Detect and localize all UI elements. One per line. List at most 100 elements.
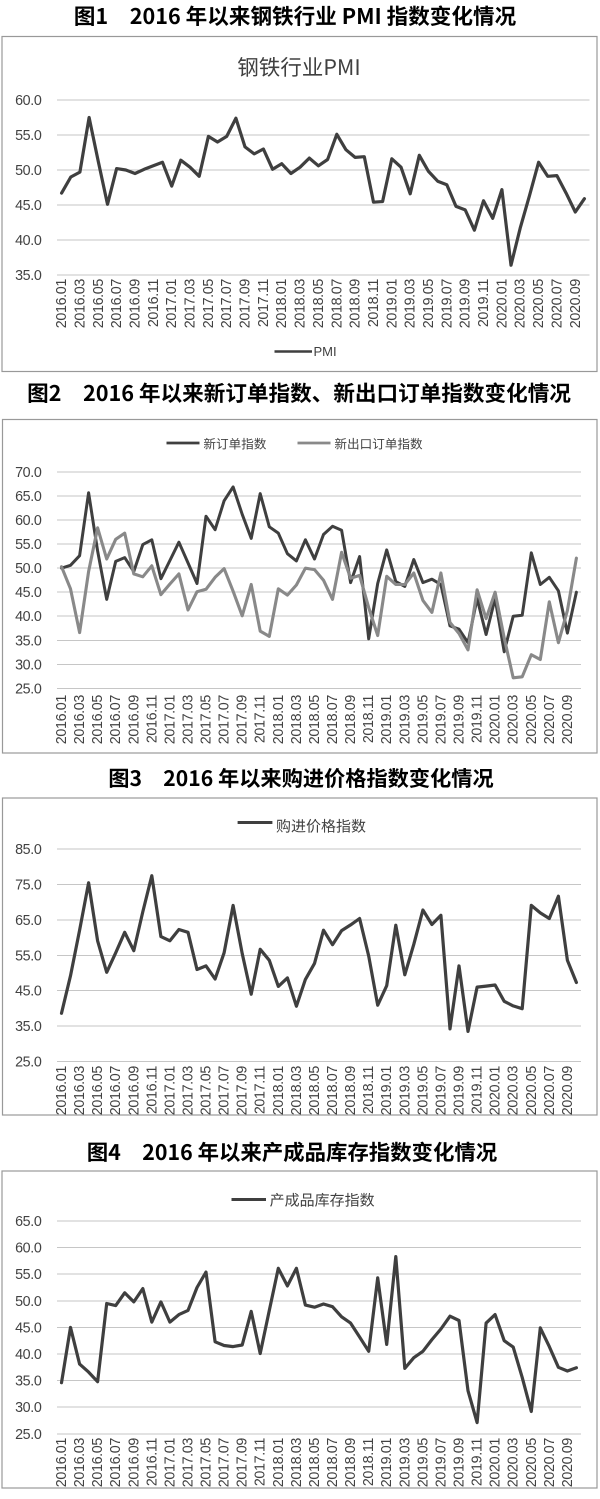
svg-text:2018.07: 2018.07: [329, 279, 345, 329]
svg-text:2016.01: 2016.01: [54, 1438, 70, 1488]
svg-text:2020.05: 2020.05: [524, 1438, 540, 1488]
svg-text:2019.11: 2019.11: [476, 279, 492, 328]
svg-text:40.0: 40.0: [15, 233, 42, 249]
svg-text:2017.11: 2017.11: [253, 1438, 269, 1487]
svg-text:2016.05: 2016.05: [90, 695, 106, 745]
svg-text:2016.11: 2016.11: [144, 695, 160, 744]
svg-text:2016.01: 2016.01: [54, 695, 70, 745]
svg-text:2019.01: 2019.01: [384, 279, 400, 329]
svg-text:2017.01: 2017.01: [162, 1066, 178, 1116]
svg-text:25.0: 25.0: [15, 681, 42, 697]
svg-text:2017.03: 2017.03: [181, 1438, 197, 1488]
svg-text:2019.09: 2019.09: [452, 695, 468, 745]
svg-text:50.0: 50.0: [15, 561, 42, 577]
svg-text:2018.09: 2018.09: [348, 279, 364, 329]
svg-text:2019.03: 2019.03: [397, 1438, 413, 1488]
svg-text:PMI: PMI: [314, 344, 337, 359]
svg-text:75.0: 75.0: [15, 878, 42, 894]
svg-text:2019.01: 2019.01: [379, 695, 395, 745]
svg-text:2017.01: 2017.01: [164, 279, 180, 329]
svg-text:2017.01: 2017.01: [162, 695, 178, 745]
svg-text:2019.07: 2019.07: [433, 695, 449, 745]
svg-text:2017.07: 2017.07: [219, 279, 235, 329]
svg-text:2020.07: 2020.07: [549, 279, 565, 329]
svg-text:85.0: 85.0: [15, 842, 42, 858]
svg-text:35.0: 35.0: [15, 1019, 42, 1035]
svg-text:2016.01: 2016.01: [54, 279, 70, 329]
svg-text:2018.03: 2018.03: [289, 1438, 305, 1488]
svg-text:2020.09: 2020.09: [560, 695, 576, 745]
svg-text:2020.09: 2020.09: [568, 279, 584, 329]
svg-text:2017.01: 2017.01: [162, 1438, 178, 1488]
svg-text:2016.07: 2016.07: [109, 279, 125, 329]
svg-text:2018.11: 2018.11: [361, 1066, 377, 1115]
svg-text:2020.07: 2020.07: [542, 1066, 558, 1116]
svg-text:2017.05: 2017.05: [199, 695, 215, 745]
svg-text:50.0: 50.0: [15, 163, 42, 179]
svg-text:2016.11: 2016.11: [146, 279, 162, 328]
svg-text:2016.09: 2016.09: [126, 695, 142, 745]
svg-text:70.0: 70.0: [15, 465, 42, 481]
svg-text:2020.03: 2020.03: [506, 1066, 522, 1116]
svg-text:2016.01: 2016.01: [54, 1066, 70, 1116]
svg-text:55.0: 55.0: [15, 948, 42, 964]
svg-text:65.0: 65.0: [15, 1214, 42, 1230]
svg-text:2018.05: 2018.05: [307, 695, 323, 745]
svg-text:2020.01: 2020.01: [494, 279, 510, 329]
svg-text:55.0: 55.0: [15, 128, 42, 144]
svg-text:2016.05: 2016.05: [90, 1066, 106, 1116]
svg-text:2017.07: 2017.07: [217, 695, 233, 745]
svg-text:2019.05: 2019.05: [415, 695, 431, 745]
svg-text:2016.11: 2016.11: [144, 1438, 160, 1487]
svg-text:2018.05: 2018.05: [307, 1066, 323, 1116]
svg-text:2017.09: 2017.09: [238, 279, 254, 329]
svg-text:40.0: 40.0: [15, 609, 42, 625]
svg-text:2016.03: 2016.03: [72, 1066, 88, 1116]
svg-text:2019.03: 2019.03: [397, 695, 413, 745]
svg-text:2020.01: 2020.01: [488, 695, 504, 745]
svg-text:2018.09: 2018.09: [343, 1066, 359, 1116]
svg-text:45.0: 45.0: [15, 984, 42, 1000]
svg-text:2018.01: 2018.01: [271, 1438, 287, 1488]
svg-text:2020.05: 2020.05: [524, 695, 540, 745]
svg-text:2018.11: 2018.11: [361, 695, 377, 744]
svg-text:2016.03: 2016.03: [72, 1438, 88, 1488]
svg-text:35.0: 35.0: [15, 1374, 42, 1390]
svg-text:2019.11: 2019.11: [470, 1066, 486, 1115]
svg-text:2019.05: 2019.05: [415, 1066, 431, 1116]
svg-text:2019.07: 2019.07: [433, 1066, 449, 1116]
svg-text:2017.09: 2017.09: [235, 1066, 251, 1116]
svg-text:2018.03: 2018.03: [289, 695, 305, 745]
svg-text:2019.09: 2019.09: [458, 279, 474, 329]
svg-text:2017.11: 2017.11: [253, 695, 269, 744]
svg-text:2016.03: 2016.03: [72, 695, 88, 745]
svg-text:55.0: 55.0: [15, 537, 42, 553]
svg-text:2016.03: 2016.03: [72, 279, 88, 329]
svg-text:2017.09: 2017.09: [235, 695, 251, 745]
svg-text:2018.03: 2018.03: [293, 279, 309, 329]
svg-text:60.0: 60.0: [15, 93, 42, 109]
svg-text:2020.09: 2020.09: [560, 1438, 576, 1488]
svg-text:45.0: 45.0: [15, 198, 42, 214]
svg-text:2019.11: 2019.11: [470, 1438, 486, 1487]
svg-text:2016.05: 2016.05: [91, 279, 107, 329]
svg-text:2020.07: 2020.07: [542, 1438, 558, 1488]
svg-text:2017.03: 2017.03: [183, 279, 199, 329]
svg-text:2018.05: 2018.05: [311, 279, 327, 329]
svg-text:2018.09: 2018.09: [343, 1438, 359, 1488]
svg-text:2019.01: 2019.01: [379, 1438, 395, 1488]
svg-text:2019.07: 2019.07: [433, 1438, 449, 1488]
svg-text:2017.05: 2017.05: [199, 1066, 215, 1116]
svg-text:2019.07: 2019.07: [439, 279, 455, 329]
svg-text:2017.03: 2017.03: [181, 695, 197, 745]
svg-text:35.0: 35.0: [15, 268, 42, 284]
svg-text:2019.03: 2019.03: [403, 279, 419, 329]
svg-text:2016.05: 2016.05: [90, 1438, 106, 1488]
svg-text:2016.07: 2016.07: [108, 1438, 124, 1488]
svg-text:2016.07: 2016.07: [108, 695, 124, 745]
svg-text:35.0: 35.0: [15, 633, 42, 649]
svg-text:2018.03: 2018.03: [289, 1066, 305, 1116]
svg-text:65.0: 65.0: [15, 913, 42, 929]
svg-text:65.0: 65.0: [15, 489, 42, 505]
svg-text:50.0: 50.0: [15, 1294, 42, 1310]
